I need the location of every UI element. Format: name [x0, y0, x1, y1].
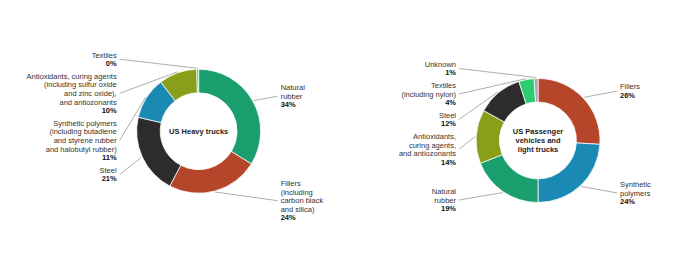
value-label: 24% [281, 213, 296, 222]
leader-line [581, 186, 617, 193]
slice-label: Fillers(includingcarbon blackand silica) [281, 179, 324, 214]
slice [161, 69, 198, 101]
donut-chart: US Heavy trucks Naturalrubber34% Fillers(i… [27, 51, 324, 223]
slice [197, 69, 199, 93]
slice [199, 69, 261, 164]
slice [170, 151, 252, 193]
leader-line [120, 157, 142, 174]
title-line: US Passenger [513, 127, 564, 136]
chart-canvas: US Heavy trucksNaturalrubber34%Fillers(i… [0, 0, 700, 273]
leader-line [120, 59, 198, 68]
value-label: 10% [102, 106, 117, 115]
leader-line [459, 193, 503, 200]
value-label: 34% [281, 100, 296, 109]
chart-title: US Heavy trucks [169, 127, 228, 136]
slice [484, 82, 526, 122]
slice-label: Synthetic polymers(including butadienean… [46, 119, 117, 154]
title-line: vehicles and [516, 136, 561, 145]
title-line: US Heavy trucks [169, 127, 228, 136]
value-label: 24% [620, 197, 635, 206]
leader-line [459, 137, 475, 150]
leader-line [120, 72, 178, 93]
donut-chart: US Passengervehicles andlight trucksFill… [399, 60, 651, 213]
value-label: 12% [441, 119, 456, 128]
slices [137, 69, 261, 193]
leader-line [215, 192, 277, 201]
slice-label: Antioxidants,curing agents,and antiozona… [399, 132, 456, 158]
slices [476, 78, 600, 202]
leader-line [459, 92, 498, 120]
slice-label: Textiles(including nylon) [401, 81, 456, 99]
slice-label: Naturalrubber [432, 187, 457, 205]
slice [534, 78, 538, 102]
leader-line [459, 79, 526, 94]
slice-label: Syntheticpolymers [620, 180, 651, 198]
slice-label: Naturalrubber [281, 83, 306, 101]
leader-line [584, 91, 617, 97]
value-label: 11% [102, 153, 117, 162]
value-label: 14% [441, 158, 456, 167]
leader-line [459, 69, 536, 78]
value-label: 19% [441, 204, 456, 213]
value-label: 1% [445, 68, 456, 77]
value-label: 0% [106, 59, 117, 68]
value-label: 4% [445, 98, 456, 107]
slice [519, 79, 536, 104]
slice-label: Antioxidants, curing agents(including su… [27, 72, 117, 107]
title-line: light trucks [518, 145, 558, 154]
value-label: 21% [102, 174, 117, 183]
leader-line [120, 97, 146, 140]
value-label: 26% [620, 91, 635, 100]
leader-line [254, 96, 278, 100]
chart-title: US Passengervehicles andlight trucks [513, 127, 564, 154]
